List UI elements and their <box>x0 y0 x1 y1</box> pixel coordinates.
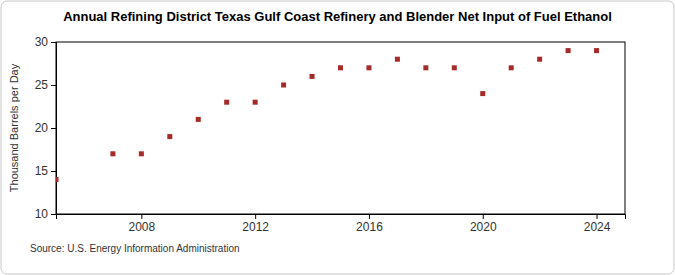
tick: 2024 <box>584 214 611 234</box>
tick: 2020 <box>470 214 497 234</box>
tick-mark <box>51 128 56 129</box>
tick-label: 2024 <box>584 220 611 234</box>
point <box>566 48 571 53</box>
points <box>56 48 599 182</box>
point <box>310 74 315 79</box>
point <box>423 65 428 70</box>
tick-label: 10 <box>35 207 49 221</box>
title: Annual Refining District Texas Gulf Coas… <box>63 9 612 24</box>
tick: 25 <box>35 78 56 92</box>
tick: 2008 <box>128 214 155 234</box>
tick-label: 2016 <box>356 220 383 234</box>
point <box>196 117 201 122</box>
tick-label: 2008 <box>128 220 155 234</box>
point <box>139 151 144 156</box>
point <box>281 83 286 88</box>
tick: 20 <box>35 121 56 135</box>
tick: 15 <box>35 164 56 178</box>
chart: 2008 2012 2016 2020 2024 10 15 20 25 30 Annual Ref… <box>0 0 675 275</box>
tick-mark <box>51 85 56 86</box>
tick-mark <box>255 214 256 219</box>
tick-label: 30 <box>35 35 49 49</box>
tick-label: 2012 <box>242 220 269 234</box>
point <box>452 65 457 70</box>
source: Source: U.S. Energy Information Administ… <box>30 243 240 254</box>
tick-mark <box>597 214 598 219</box>
point <box>366 65 371 70</box>
tick-mark <box>51 171 56 172</box>
point <box>480 91 485 96</box>
plot: 2008 2012 2016 2020 2024 10 15 20 25 30 <box>35 35 626 233</box>
tick: 2012 <box>242 214 269 234</box>
point <box>224 100 229 105</box>
axis-line <box>57 215 626 220</box>
tick: 10 <box>35 207 56 221</box>
point <box>594 48 599 53</box>
point <box>338 65 343 70</box>
point <box>110 151 115 156</box>
plot-frame <box>56 42 625 214</box>
tick-mark <box>51 214 56 215</box>
y-axis: 10 15 20 25 30 <box>35 35 57 221</box>
point <box>395 57 400 62</box>
tick-mark <box>141 214 142 219</box>
tick: 2016 <box>356 214 383 234</box>
tick-label: 25 <box>35 78 49 92</box>
point <box>56 177 59 182</box>
point <box>253 100 258 105</box>
point <box>537 57 542 62</box>
tick-mark <box>51 42 56 43</box>
tick-mark <box>483 214 484 219</box>
tick-label: 20 <box>35 121 49 135</box>
tick-mark <box>369 214 370 219</box>
x-axis: 2008 2012 2016 2020 2024 <box>57 214 626 234</box>
tick-label: 2020 <box>470 220 497 234</box>
tick-label: 15 <box>35 164 49 178</box>
y-axis-title: Thousand Barrels per Day <box>8 63 20 192</box>
outer-frame <box>1 1 674 274</box>
point <box>509 65 514 70</box>
tick: 30 <box>35 35 56 49</box>
point <box>167 134 172 139</box>
